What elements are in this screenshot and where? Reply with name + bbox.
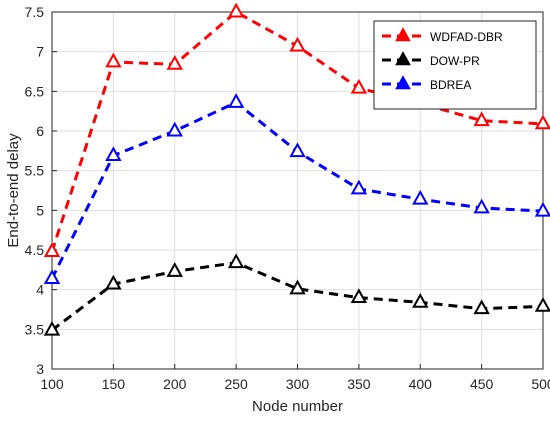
x-axis: 100 150 200 250 300 350 400 450 500 — [40, 364, 550, 392]
data-point-bdrea — [289, 142, 306, 158]
data-point-wdfad-dbr — [473, 111, 490, 127]
data-point-wdfad-dbr — [350, 78, 368, 94]
y-tick-label: 3 — [36, 361, 44, 377]
x-axis-label: Node number — [252, 398, 343, 415]
data-point-wdfad-dbr — [105, 52, 122, 68]
y-tick-label: 7 — [36, 44, 44, 60]
y-tick-label: 6 — [36, 123, 44, 139]
data-point-wdfad-dbr — [534, 114, 550, 130]
data-point-wdfad-dbr — [166, 55, 183, 70]
x-tick-label: 150 — [102, 376, 126, 392]
data-point-bdrea — [534, 201, 550, 217]
y-axis-label: End-to-end delay — [5, 133, 22, 248]
y-tick-label: 5 — [36, 202, 44, 218]
series-line-dow-pr — [51, 261, 544, 332]
data-point-bdrea — [473, 198, 490, 214]
data-point-bdrea — [350, 179, 368, 195]
x-tick-label: 250 — [224, 376, 248, 392]
y-tick-label: 4.5 — [25, 242, 45, 258]
data-point-bdrea — [43, 269, 61, 285]
legend-marker-dow-pr — [395, 51, 411, 66]
series-layer — [43, 2, 550, 336]
legend-label-dow-pr: DOW-PR — [430, 54, 480, 68]
legend-marker-wdfad-dbr — [395, 27, 411, 42]
x-tick-label: 300 — [286, 376, 310, 392]
data-point-dow-pr — [43, 320, 61, 336]
series-wdfad-dbr — [43, 2, 550, 258]
data-point-bdrea — [227, 93, 245, 108]
data-point-wdfad-dbr — [289, 36, 306, 52]
legend-label-bdrea: BDREA — [430, 78, 471, 92]
data-point-dow-pr — [166, 262, 183, 277]
data-point-bdrea — [105, 146, 122, 162]
x-tick-label: 400 — [409, 376, 433, 392]
series-dow-pr — [43, 253, 550, 336]
series-bdrea — [43, 93, 550, 285]
y-tick-label: 5.5 — [25, 163, 45, 179]
y-tick-label: 6.5 — [25, 83, 45, 99]
data-point-dow-pr — [350, 288, 368, 304]
x-tick-label: 350 — [347, 376, 371, 392]
data-point-wdfad-dbr — [43, 242, 61, 258]
data-point-dow-pr — [412, 293, 429, 308]
legend: WDFAD-DBR DOW-PR BDREA — [373, 20, 537, 110]
data-point-bdrea — [412, 189, 429, 205]
data-point-dow-pr — [227, 253, 245, 269]
legend-marker-bdrea — [395, 75, 411, 90]
y-tick-label: 4 — [36, 282, 44, 298]
data-point-wdfad-dbr — [227, 2, 245, 18]
x-tick-label: 100 — [40, 376, 64, 392]
data-point-dow-pr — [289, 279, 306, 295]
data-point-bdrea — [166, 121, 183, 137]
x-tick-label: 450 — [470, 376, 494, 392]
data-point-dow-pr — [473, 299, 490, 315]
y-tick-label: 3.5 — [25, 321, 45, 337]
data-point-dow-pr — [105, 274, 122, 290]
y-tick-label: 7.5 — [25, 4, 45, 20]
data-point-dow-pr — [534, 297, 550, 312]
x-tick-label: 200 — [163, 376, 187, 392]
y-axis: 3 3.5 4 4.5 5 5.5 6 6.5 7 7.5 — [25, 4, 57, 377]
x-tick-label: 500 — [531, 376, 550, 392]
legend-label-wdfad-dbr: WDFAD-DBR — [430, 30, 503, 44]
